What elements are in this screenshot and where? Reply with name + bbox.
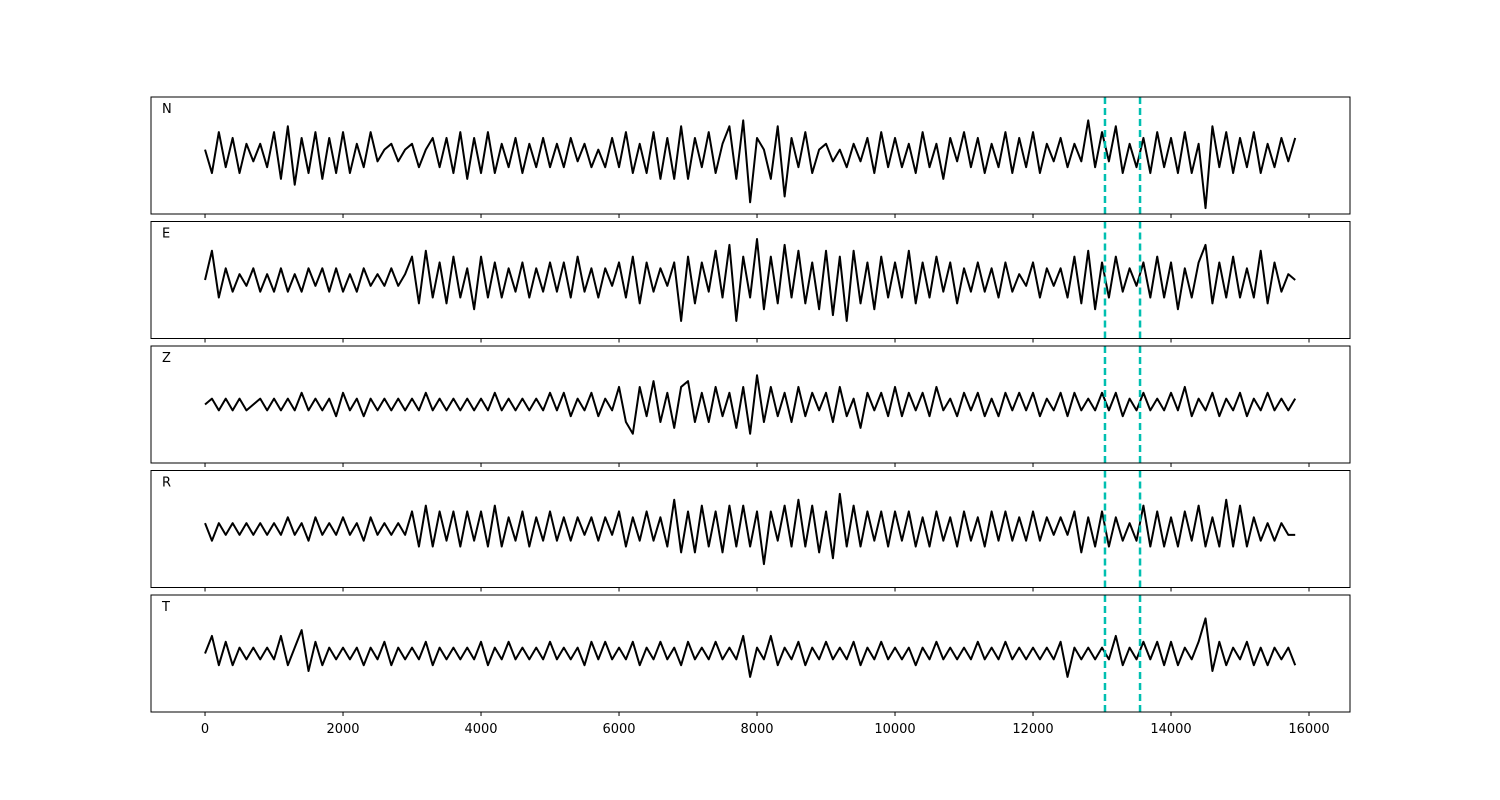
panel-frame [150,345,1351,464]
x-tick-label: 6000 [602,722,635,737]
panel-label: R [162,476,171,491]
trace [204,119,1297,210]
x-tick-label: 4000 [464,722,497,737]
x-tick-label: 0 [201,722,209,737]
trace [204,238,1296,322]
x-tick-label: 10000 [874,722,915,737]
panel-frame [150,221,1351,339]
panel-frame [150,594,1351,713]
panel-frame [150,96,1351,215]
panel-label: T [161,600,170,615]
panel-frame [150,470,1351,588]
trace [204,492,1296,566]
x-tick-label: 2000 [326,722,359,737]
x-tick-label: 14000 [1150,722,1191,737]
panel-label: N [162,102,172,117]
trace [204,374,1297,435]
x-tick-label: 16000 [1288,722,1329,737]
trace [204,617,1297,678]
panel-label: E [162,227,170,242]
x-tick-label: 12000 [1012,722,1053,737]
panel-label: Z [162,351,171,366]
x-tick-label: 8000 [740,722,773,737]
